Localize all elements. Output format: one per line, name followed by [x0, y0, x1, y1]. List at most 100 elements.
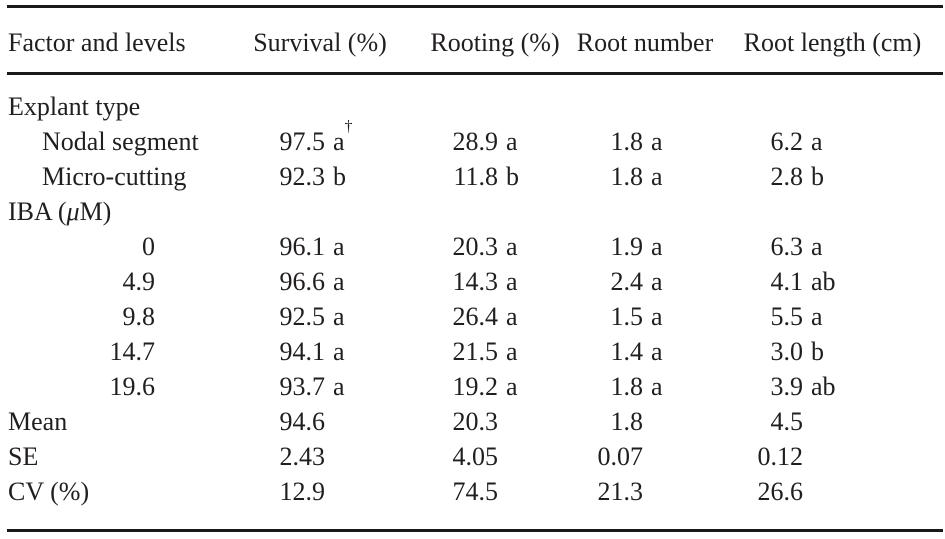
- cell-value: 94.1: [279, 337, 326, 366]
- cell-root-length: 6.3 a: [720, 229, 945, 264]
- cell-rooting: 4.05: [420, 439, 570, 474]
- row-label: 0: [142, 232, 155, 261]
- cell-survival: 96.1 a: [220, 229, 420, 264]
- cell-value: 2.4: [610, 267, 644, 296]
- significance-letter: ab: [811, 267, 836, 296]
- cell-value: 20.3: [452, 232, 499, 261]
- cell-value: 94.6: [279, 407, 326, 436]
- col-header-rooting: Rooting (%): [430, 28, 560, 57]
- significance-letter: a: [651, 162, 663, 191]
- cell-value: 92.3: [279, 162, 326, 191]
- significance-letter: b: [506, 162, 519, 191]
- significance-letter: a: [506, 372, 518, 401]
- significance-letter: a: [333, 232, 345, 261]
- row-label-cell: 4.9: [0, 264, 220, 299]
- significance-letter: a: [651, 127, 663, 156]
- row-label-cell: 9.8: [0, 299, 220, 334]
- cell-value: 1.8: [610, 162, 644, 191]
- significance-letter: a: [333, 337, 345, 366]
- cell-survival: 12.9: [220, 474, 420, 509]
- row-label-cell: Micro-cutting: [0, 159, 220, 194]
- cell-value: 26.6: [757, 477, 804, 506]
- table-row-nodal-segment: Nodal segment 97.5 a† 28.9 a 1.8 a 6.2 a: [0, 119, 945, 159]
- significance-letter: a: [651, 232, 663, 261]
- row-label: CV (%): [8, 477, 90, 506]
- significance-letter: b: [333, 162, 346, 191]
- cell-survival: 92.5 a: [220, 299, 420, 334]
- cell-value: 12.9: [279, 477, 326, 506]
- cell-survival: 94.1 a: [220, 334, 420, 369]
- cell-rooting: 14.3 a: [420, 264, 570, 299]
- row-label: 9.8: [122, 302, 156, 331]
- significance-letter: [803, 477, 811, 506]
- cell-value: 96.1: [279, 232, 326, 261]
- cell-root-length: 2.8 b: [720, 159, 945, 194]
- cell-value: 92.5: [279, 302, 326, 331]
- cell-value: 26.4: [452, 302, 499, 331]
- row-label: Mean: [8, 407, 68, 436]
- significance-letter: [498, 442, 506, 471]
- col-header-root-number: Root number: [576, 28, 714, 57]
- significance-letter: [643, 407, 651, 436]
- cell-rooting: 20.3 a: [420, 229, 570, 264]
- row-label-cell: IBA (μM): [0, 194, 220, 229]
- table-bottom-rule: [7, 529, 943, 532]
- table-header-row: Factor and levels Survival (%) Rooting (…: [0, 8, 945, 72]
- cell-root-length: 3.0 b: [720, 334, 945, 369]
- cell-value: 93.7: [279, 372, 326, 401]
- table-row-mean: Mean 94.6 20.3 1.8 4.5: [0, 404, 945, 439]
- dagger-footnote-marker: †: [344, 118, 353, 136]
- cell-root-number: 0.07: [570, 439, 720, 474]
- cell-value: 0.12: [757, 442, 804, 471]
- cell-root-number: 1.9 a: [570, 229, 720, 264]
- significance-letter: a: [506, 127, 518, 156]
- significance-letter: a: [651, 267, 663, 296]
- significance-letter: a: [811, 232, 823, 261]
- cell-survival: 94.6: [220, 404, 420, 439]
- row-label: Micro-cutting: [42, 162, 187, 191]
- significance-letter: a: [333, 267, 345, 296]
- cell-rooting: 74.5: [420, 474, 570, 509]
- cell-value: 74.5: [452, 477, 499, 506]
- cell-value: 21.5: [452, 337, 499, 366]
- cell-root-number: 1.8 a: [570, 124, 720, 159]
- significance-letter: a: [506, 232, 518, 261]
- table-row-se: SE 2.43 4.05 0.07 0.12: [0, 439, 945, 474]
- row-label: 19.6: [109, 372, 156, 401]
- cell-survival: 2.43: [220, 439, 420, 474]
- row-label: 14.7: [109, 337, 156, 366]
- cell-root-length: 5.5 a: [720, 299, 945, 334]
- row-label-cell: SE: [0, 439, 220, 474]
- col-header-survival: Survival (%): [253, 28, 387, 57]
- cell-root-number: 1.8 a: [570, 159, 720, 194]
- significance-letter: b: [811, 162, 824, 191]
- table-row-group-explant-type: Explant type: [0, 89, 945, 124]
- significance-letter: a: [651, 372, 663, 401]
- cell-rooting: 19.2 a: [420, 369, 570, 404]
- table-row-iba-9-8: 9.8 92.5 a 26.4 a 1.5 a 5.5 a: [0, 299, 945, 334]
- row-label-cell: 19.6: [0, 369, 220, 404]
- cell-value: 20.3: [452, 407, 499, 436]
- cell-value: 11.8: [453, 162, 498, 191]
- col-header-factor-and-levels: Factor and levels: [8, 28, 186, 57]
- cell-root-number: 2.4 a: [570, 264, 720, 299]
- significance-letter: b: [811, 337, 824, 366]
- mu-symbol: μ: [66, 197, 80, 226]
- cell-root-number: 1.5 a: [570, 299, 720, 334]
- cell-value: 3.0: [770, 337, 804, 366]
- significance-letter: [643, 477, 651, 506]
- row-label: SE: [8, 442, 39, 471]
- significance-letter: ab: [811, 372, 836, 401]
- row-label: Explant type: [8, 92, 141, 121]
- cell-value: 2.43: [279, 442, 326, 471]
- table-body: Explant type Nodal segment 97.5 a† 28.9 a …: [0, 75, 945, 509]
- cell-root-number: 1.4 a: [570, 334, 720, 369]
- cell-value: 6.3: [770, 232, 804, 261]
- row-label-cell: Nodal segment: [0, 124, 220, 159]
- row-label-cell: 14.7: [0, 334, 220, 369]
- cell-rooting: 11.8 b: [420, 159, 570, 194]
- significance-letter: a: [506, 302, 518, 331]
- significance-letter: [325, 442, 333, 471]
- cell-rooting: 21.5 a: [420, 334, 570, 369]
- cell-root-length: 4.5: [720, 404, 945, 439]
